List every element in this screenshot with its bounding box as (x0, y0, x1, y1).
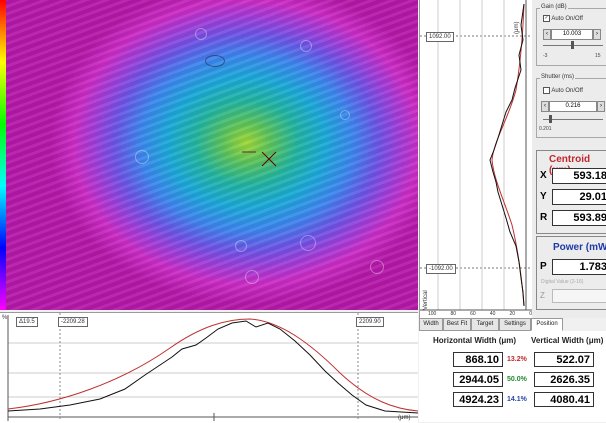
tab-best-fit[interactable]: Best Fit (443, 318, 471, 331)
centroid-group: Centroid (μm) X 593.18 Y 29.01 R 593.89 (536, 150, 606, 234)
centroid-crosshair (242, 151, 277, 167)
corner-label: Δ19.5 (16, 317, 38, 327)
scale-tick: 40 (489, 311, 496, 317)
tab-settings[interactable]: Settings (499, 318, 531, 331)
vertical-unit-label: (μm) (514, 21, 520, 34)
power-z-field[interactable] (552, 289, 606, 303)
dust-spot (245, 270, 259, 284)
vertical-axis-label: Vertical (423, 290, 429, 310)
h-y-axis-label: % (2, 315, 8, 321)
centroid-r-label: R (540, 212, 548, 223)
gain-slider-thumb[interactable] (571, 41, 574, 49)
shutter-group: Shutter (ms) Auto On/Off ‹ 0.216 › 0.201 (536, 74, 606, 138)
scale-tick: 20 (509, 311, 516, 317)
power-hint: Digital Value (2-16) (541, 279, 584, 285)
horizontal-width-value: 868.10 (453, 352, 503, 367)
dust-spot (195, 28, 207, 40)
shutter-decrement-button[interactable]: ‹ (541, 101, 549, 112)
dust-spot (340, 110, 350, 120)
tab-width[interactable]: Width (419, 318, 443, 331)
gain-label: Gain (dB) (540, 4, 568, 10)
checkbox-box[interactable] (543, 87, 550, 94)
clip-percent: 14.1% (507, 396, 527, 403)
shutter-slider-thumb[interactable] (549, 115, 552, 123)
gain-value-field[interactable]: 10.003 (551, 29, 593, 40)
clip-percent: 50.0% (507, 376, 527, 383)
power-value: 1.783 (552, 259, 606, 275)
centroid-x-value: 593.18 (552, 168, 606, 184)
gain-increment-button[interactable]: › (593, 29, 601, 40)
right-cursor-label: 2209.90 (356, 317, 384, 327)
gain-auto-checkbox[interactable]: ✓ Auto On/Off (543, 15, 583, 22)
vertical-profile-svg (420, 0, 532, 311)
scale-tick: 60 (470, 311, 476, 317)
vertical-width-value: 522.07 (534, 352, 594, 367)
scale-tick: 80 (450, 311, 457, 317)
shutter-slider-track[interactable] (543, 119, 603, 120)
palette-strip (0, 0, 6, 310)
vertical-width-value: 2626.35 (534, 372, 594, 387)
horizontal-profile-plot[interactable]: Δ19.5 -2209.28 2209.90 % (μm) (0, 312, 418, 423)
shutter-value-field[interactable]: 0.216 (549, 101, 597, 112)
gain-group: Gain (dB) ✓ Auto On/Off ‹ 10.003 › -3 15 (536, 4, 606, 66)
gain-auto-label: Auto On/Off (551, 16, 583, 23)
control-panel: Gain (dB) ✓ Auto On/Off ‹ 10.003 › -3 15… (532, 0, 606, 318)
horizontal-width-value: 2944.05 (453, 372, 503, 387)
scale-tick: 100 (428, 311, 437, 317)
shutter-auto-checkbox[interactable]: Auto On/Off (543, 87, 583, 94)
dust-spot (300, 40, 312, 52)
vertical-width-value: 4080.41 (534, 392, 594, 407)
centroid-y-value: 29.01 (552, 189, 606, 205)
left-cursor-label: -2209.28 (58, 317, 88, 327)
vertical-profile-plot[interactable]: 1092.00 -1092.00 (μm) Vertical 100 80 60… (419, 0, 532, 318)
checkbox-box[interactable]: ✓ (543, 15, 550, 22)
shutter-scale-min: 0.201 (539, 126, 552, 132)
shutter-increment-button[interactable]: › (597, 101, 605, 112)
dust-spot (205, 55, 225, 67)
power-group: Power (mW) P 1.783 Digital Value (2-16) … (536, 236, 606, 310)
power-p-label: P (540, 261, 547, 272)
dust-spot (235, 240, 247, 252)
scale-tick: 0 (529, 311, 532, 317)
tab-target[interactable]: Target (471, 318, 499, 331)
power-z-label: Z (540, 291, 545, 300)
gain-decrement-button[interactable]: ‹ (543, 29, 551, 40)
gain-scale-max: 15 (595, 53, 601, 59)
horizontal-width-value: 4924.23 (453, 392, 503, 407)
top-cursor-label: 1092.00 (426, 32, 454, 42)
tab-position[interactable]: Position (531, 318, 563, 331)
h-unit-label: (μm) (398, 415, 411, 421)
horizontal-width-header: Horizontal Width (μm) (433, 336, 517, 345)
bottom-cursor-label: -1092.00 (426, 264, 456, 274)
centroid-x-label: X (540, 170, 547, 181)
width-table: Horizontal Width (μm) Vertical Width (μm… (419, 331, 606, 422)
clip-percent: 13.2% (507, 356, 527, 363)
shutter-auto-label: Auto On/Off (551, 88, 583, 95)
power-title: Power (mW) (553, 242, 606, 253)
dust-spot (135, 150, 149, 164)
beam-image[interactable] (0, 0, 418, 310)
horizontal-profile-svg (7, 313, 418, 421)
dust-spot (300, 235, 316, 251)
results-tabs: Width Best Fit Target Settings Position (419, 318, 606, 331)
gain-scale-min: -3 (543, 53, 548, 59)
shutter-label: Shutter (ms) (540, 74, 576, 80)
vertical-scale: 100 80 60 40 20 0 (428, 311, 532, 317)
centroid-r-value: 593.89 (552, 210, 606, 226)
dust-spot (370, 260, 384, 274)
centroid-y-label: Y (540, 191, 547, 202)
vertical-width-header: Vertical Width (μm) (531, 336, 604, 345)
